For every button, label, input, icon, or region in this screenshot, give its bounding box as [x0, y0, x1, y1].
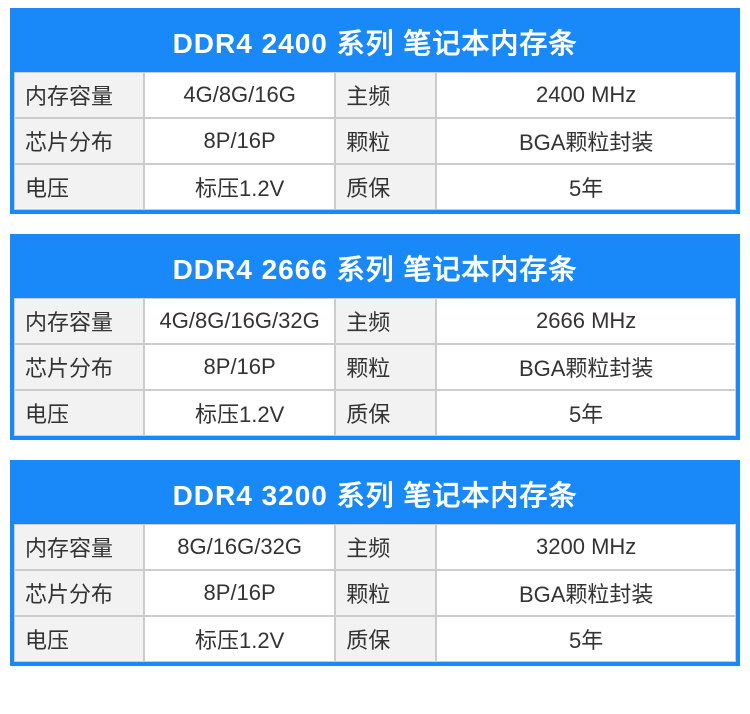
spec-value: BGA颗粒封装	[436, 118, 736, 164]
spec-value: 4G/8G/16G	[144, 72, 335, 118]
spec-row: 电压 标压1.2V 质保 5年	[14, 390, 736, 436]
spec-label: 主频	[335, 72, 436, 118]
spec-row: 芯片分布 8P/16P 颗粒 BGA颗粒封装	[14, 118, 736, 164]
spec-label: 内存容量	[14, 524, 144, 570]
spec-value: 4G/8G/16G/32G	[144, 298, 335, 344]
spec-label: 质保	[335, 390, 436, 436]
spec-value: 8P/16P	[144, 344, 335, 390]
spec-row: 内存容量 8G/16G/32G 主频 3200 MHz	[14, 524, 736, 570]
spec-table-2666: DDR4 2666 系列 笔记本内存条 内存容量 4G/8G/16G/32G 主…	[10, 234, 740, 440]
spec-value: 3200 MHz	[436, 524, 736, 570]
spec-label: 质保	[335, 616, 436, 662]
spec-label: 电压	[14, 164, 144, 210]
spec-label: 颗粒	[335, 344, 436, 390]
spec-title: DDR4 2400 系列 笔记本内存条	[14, 12, 736, 72]
spec-label: 颗粒	[335, 570, 436, 616]
spec-row: 内存容量 4G/8G/16G/32G 主频 2666 MHz	[14, 298, 736, 344]
spec-row: 芯片分布 8P/16P 颗粒 BGA颗粒封装	[14, 570, 736, 616]
spec-row: 芯片分布 8P/16P 颗粒 BGA颗粒封装	[14, 344, 736, 390]
spec-label: 内存容量	[14, 72, 144, 118]
spec-value: 标压1.2V	[144, 164, 335, 210]
spec-title: DDR4 2666 系列 笔记本内存条	[14, 238, 736, 298]
spec-label: 颗粒	[335, 118, 436, 164]
spec-label: 内存容量	[14, 298, 144, 344]
spec-value: 标压1.2V	[144, 616, 335, 662]
spec-row: 内存容量 4G/8G/16G 主频 2400 MHz	[14, 72, 736, 118]
spec-value: BGA颗粒封装	[436, 344, 736, 390]
spec-value: BGA颗粒封装	[436, 570, 736, 616]
spec-table-3200: DDR4 3200 系列 笔记本内存条 内存容量 8G/16G/32G 主频 3…	[10, 460, 740, 666]
spec-value: 5年	[436, 390, 736, 436]
spec-label: 芯片分布	[14, 570, 144, 616]
spec-value: 2400 MHz	[436, 72, 736, 118]
spec-value: 2666 MHz	[436, 298, 736, 344]
spec-label: 电压	[14, 390, 144, 436]
spec-label: 主频	[335, 298, 436, 344]
spec-label: 芯片分布	[14, 118, 144, 164]
spec-row: 电压 标压1.2V 质保 5年	[14, 164, 736, 210]
spec-value: 5年	[436, 164, 736, 210]
spec-label: 质保	[335, 164, 436, 210]
spec-value: 8P/16P	[144, 570, 335, 616]
spec-label: 芯片分布	[14, 344, 144, 390]
spec-row: 电压 标压1.2V 质保 5年	[14, 616, 736, 662]
spec-value: 标压1.2V	[144, 390, 335, 436]
spec-value: 8P/16P	[144, 118, 335, 164]
spec-label: 电压	[14, 616, 144, 662]
spec-label: 主频	[335, 524, 436, 570]
spec-table-2400: DDR4 2400 系列 笔记本内存条 内存容量 4G/8G/16G 主频 24…	[10, 8, 740, 214]
spec-title: DDR4 3200 系列 笔记本内存条	[14, 464, 736, 524]
spec-value: 8G/16G/32G	[144, 524, 335, 570]
spec-value: 5年	[436, 616, 736, 662]
